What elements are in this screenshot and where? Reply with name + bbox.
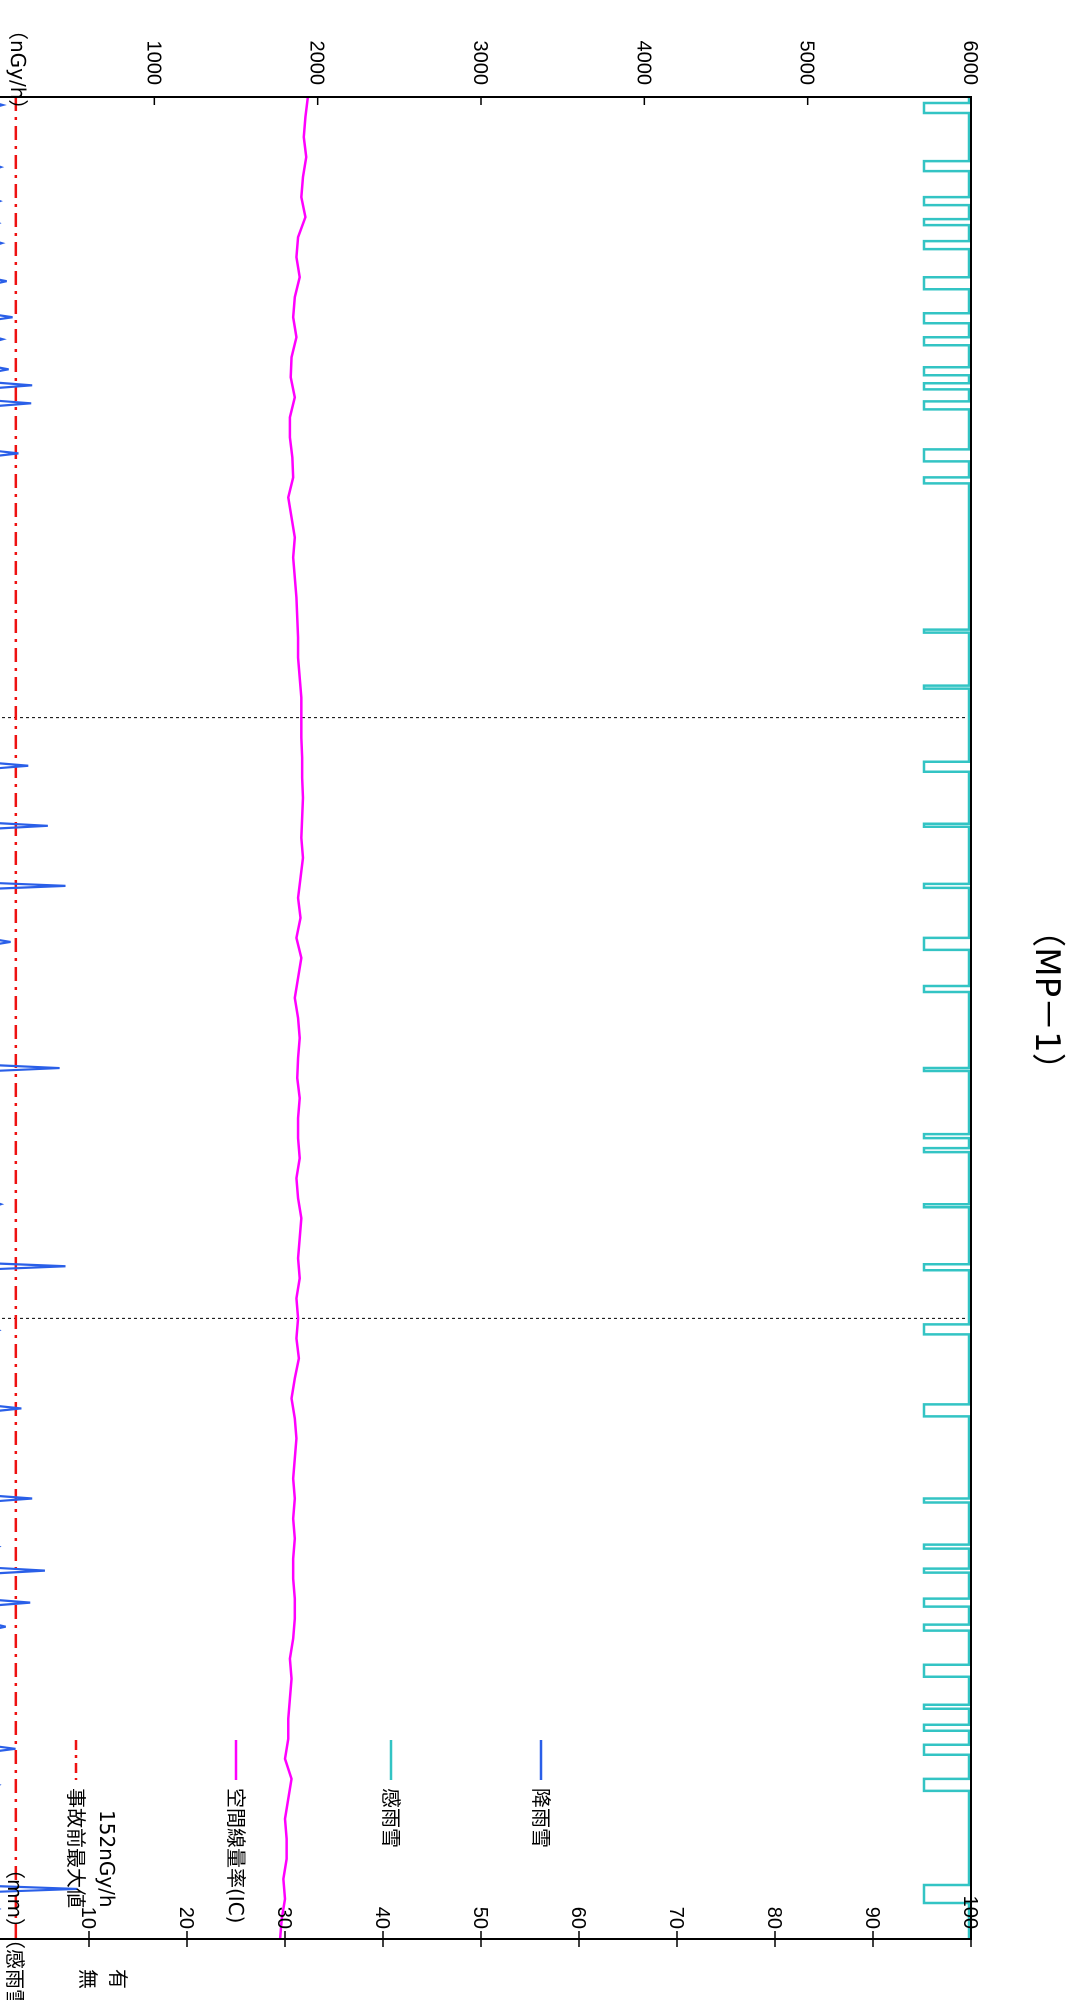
y-right-tick-label: 100 <box>959 1896 981 1929</box>
legend: 事故前最大値 152nGy/h 空間線量率(IC) 感雨雪 降雨雪 <box>64 1740 553 1923</box>
y-left-tick-label: 2000 <box>306 41 328 86</box>
y-left-tick-label: 6000 <box>959 41 981 86</box>
precip-spike <box>0 277 7 286</box>
precip-spike <box>0 163 5 172</box>
sensor-series <box>922 97 971 1939</box>
precip-spike <box>0 100 7 110</box>
precip-spike <box>0 1566 45 1575</box>
precip-spike <box>0 1494 33 1503</box>
y-sensor-unit: （感雨雪） <box>3 1929 27 2000</box>
y-left-tick-label: 0 <box>0 74 1 85</box>
sensor-line <box>922 97 971 1939</box>
y-right-tick-label: 40 <box>371 1907 393 1929</box>
precip-spike <box>0 1884 78 1894</box>
precip-spike <box>0 881 66 890</box>
y-right-tick-label: 0 <box>0 1918 1 1929</box>
y-left-tick-label: 5000 <box>796 41 818 86</box>
precip-spike <box>0 449 19 458</box>
precip-spike <box>0 1622 6 1631</box>
y-axis-right: （mm） 0 10 20 30 40 50 60 70 80 90 100 <box>0 1859 981 1947</box>
y-left-unit: （nGy/h） <box>6 20 30 119</box>
precip-spike <box>0 335 7 344</box>
precip-spike <box>0 937 11 947</box>
y-right-tick-label: 70 <box>665 1907 687 1929</box>
dose-line <box>278 96 310 1940</box>
chart-title: （MP－1） <box>1027 913 1067 1086</box>
precip-spike <box>0 1063 60 1073</box>
y-axis-left: （nGy/h） 0 1000 2000 3000 4000 5000 6000 <box>0 20 981 119</box>
precip-spike <box>0 1200 5 1209</box>
y-right-tick-label: 90 <box>861 1907 883 1929</box>
y-sensor-state: 無 <box>76 1969 100 1989</box>
y-axis-sensor: （感雨雪） 無有 <box>3 1929 130 2000</box>
y-right-tick-label: 80 <box>763 1907 785 1929</box>
y-left-tick-label: 3000 <box>469 41 491 86</box>
y-left-tick-label: 1000 <box>142 41 164 86</box>
rotated-plot: （MP－1） 4月5月6月 （nGy/h） 010002000300040005… <box>0 20 1067 2000</box>
plot-frame <box>0 96 972 1940</box>
legend-label-precip: 降雨雪 <box>529 1788 553 1848</box>
grid-lines <box>0 717 971 1319</box>
precip-spike <box>0 821 48 830</box>
y-right-tick-label: 50 <box>469 1907 491 1929</box>
y-right-tick-label: 20 <box>175 1907 197 1929</box>
y-right-tick-label: 60 <box>567 1907 589 1929</box>
precip-spike <box>0 381 33 390</box>
precip-spike <box>0 1744 16 1753</box>
legend-sub-ref: 152nGy/h <box>95 1810 119 1908</box>
precip-spike <box>0 239 6 248</box>
legend-label-sensor: 感雨雪 <box>379 1788 403 1848</box>
precip-spike <box>0 313 13 322</box>
legend-label-dose: 空間線量率(IC) <box>224 1788 248 1923</box>
y-right-tick-label: 10 <box>77 1907 99 1929</box>
precip-spike <box>0 1404 22 1413</box>
precip-spike <box>0 1262 66 1271</box>
precip-spike <box>0 1598 31 1607</box>
precip-series <box>0 100 78 1913</box>
y-right-unit: （mm） <box>3 1859 27 1938</box>
y-sensor-state: 有 <box>106 1969 130 1989</box>
dose-series <box>278 96 310 1940</box>
legend-label-ref: 事故前最大値 <box>64 1788 88 1908</box>
precip-spike <box>0 399 32 408</box>
y-left-tick-label: 4000 <box>632 41 654 86</box>
y-right-tick-label: 30 <box>273 1907 295 1929</box>
precip-spike <box>0 365 9 374</box>
precip-spike <box>0 761 29 770</box>
